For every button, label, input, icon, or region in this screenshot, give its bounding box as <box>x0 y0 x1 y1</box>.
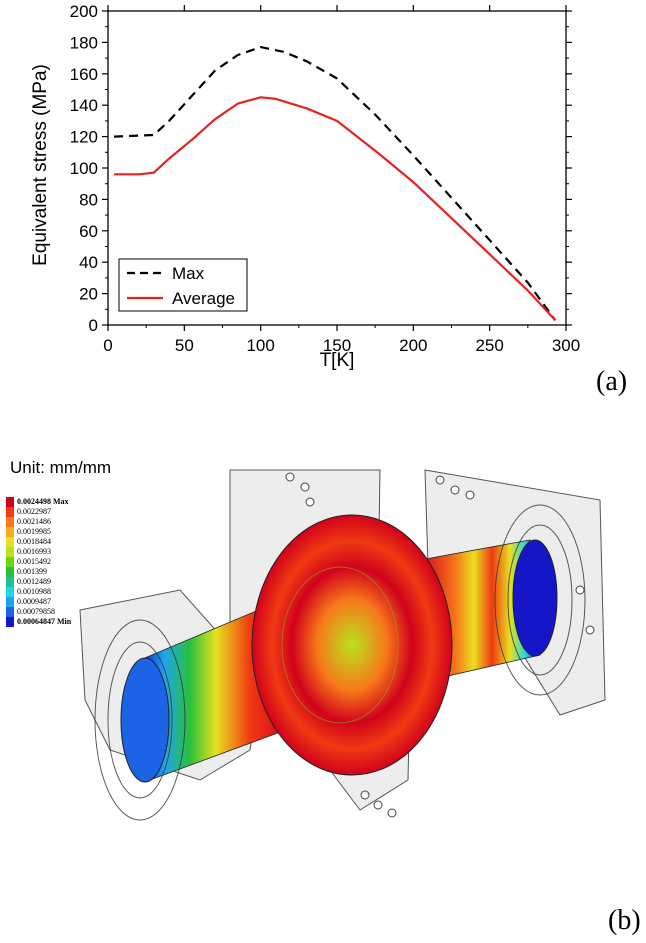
colorbar-row: 0.0016993 <box>6 547 176 557</box>
legend-label-average: Average <box>172 289 235 308</box>
y-tick-label: 0 <box>89 316 98 335</box>
colorbar-label: 0.0022987 <box>17 507 51 516</box>
colorbar-label: 0.0012489 <box>17 577 51 586</box>
chart-series <box>114 45 557 322</box>
x-tick-label: 300 <box>552 336 580 355</box>
y-axis-title: Equivalent stress (MPa) <box>30 64 51 266</box>
colorbar-label: 0.0009487 <box>17 597 51 606</box>
colorbar-row: 0.0021486 <box>6 517 176 527</box>
colorbar-label: 0.0024498 Max <box>17 497 69 506</box>
colorbar-row: 0.0018484 <box>6 537 176 547</box>
colorbar-swatch <box>6 507 14 517</box>
x-tick-label: 50 <box>175 336 194 355</box>
colorbar-label: 0.0015492 <box>17 557 51 566</box>
colorbar-row: 0.0015492 <box>6 557 176 567</box>
y-tick-label: 140 <box>70 96 98 115</box>
mounting-rings <box>94 504 586 821</box>
colorbar-swatch <box>6 607 14 617</box>
colorbar-row: 0.0024498 Max <box>6 497 176 507</box>
x-tick-label: 100 <box>246 336 274 355</box>
colorbar-label: 0.0018484 <box>17 537 51 546</box>
y-tick-label: 20 <box>79 285 98 304</box>
colorbar-row: 0.0009487 <box>6 597 176 607</box>
colorbar-swatch <box>6 517 14 527</box>
panel-a-label: (a) <box>596 366 628 397</box>
series-line-max <box>114 45 557 321</box>
x-tick-label: 0 <box>103 336 112 355</box>
legend-label-max: Max <box>172 264 205 283</box>
colorbar-label: 0.00064847 Min <box>17 617 72 626</box>
colorbar-swatch <box>6 547 14 557</box>
colorbar-swatch <box>6 557 14 567</box>
colorbar-swatch <box>6 597 14 607</box>
chart-ticks: 0 50 100 150 200 250 300 0 20 40 60 80 100 120 140 160 1… <box>70 2 581 355</box>
y-tick-label: 160 <box>70 65 98 84</box>
legend-box <box>118 258 248 312</box>
x-tick-label: 150 <box>323 336 351 355</box>
y-tick-label: 80 <box>79 190 98 209</box>
colorbar-label: 0.001399 <box>17 567 47 576</box>
colorbar-row: 0.0022987 <box>6 507 176 517</box>
colorbar-row: 0.0012489 <box>6 577 176 587</box>
colorbar-row: 0.00079858 <box>6 607 176 617</box>
x-tick-label: 200 <box>399 336 427 355</box>
series-line-average <box>114 96 557 322</box>
colorbar-swatch <box>6 617 14 627</box>
colorbar-row: 0.0019985 <box>6 527 176 537</box>
colorbar-row: 0.001399 <box>6 567 176 577</box>
y-tick-label: 100 <box>70 159 98 178</box>
colorbar-label: 0.0016993 <box>17 547 51 556</box>
y-tick-label: 60 <box>79 222 98 241</box>
colorbar-swatch <box>6 527 14 537</box>
colorbar-row: 0.0010988 <box>6 587 176 597</box>
stress-chart: 0 50 100 150 200 250 300 0 20 40 60 80 100 120 140 160 1… <box>30 2 581 371</box>
y-tick-label: 120 <box>70 128 98 147</box>
colorbar-swatch <box>6 497 14 507</box>
colorbar-label: 0.0010988 <box>17 587 51 596</box>
colorbar-legend: 0.0024498 Max 0.0022987 0.0021486 0.0019985… <box>6 497 176 627</box>
x-axis-title: T[K] <box>320 350 355 371</box>
y-tick-label: 180 <box>70 33 98 52</box>
y-tick-label: 40 <box>79 253 98 272</box>
colorbar-label: 0.00079858 <box>17 607 55 616</box>
y-tick-label: 200 <box>70 2 98 21</box>
fea-model-illustration <box>79 469 606 821</box>
x-tick-label: 250 <box>475 336 503 355</box>
colorbar-swatch <box>6 567 14 577</box>
colorbar-swatch <box>6 537 14 547</box>
colorbar-label: 0.0021486 <box>17 517 51 526</box>
colorbar-label: 0.0019985 <box>17 527 51 536</box>
colorbar-swatch <box>6 577 14 587</box>
colorbar-swatch <box>6 587 14 597</box>
central-disc <box>251 514 453 776</box>
holes <box>285 472 595 818</box>
chart-legend: Max Average <box>118 258 248 312</box>
unit-label: Unit: mm/mm <box>10 458 112 477</box>
colorbar-row: 0.00064847 Min <box>6 617 176 627</box>
panel-b-label: (b) <box>608 905 641 936</box>
